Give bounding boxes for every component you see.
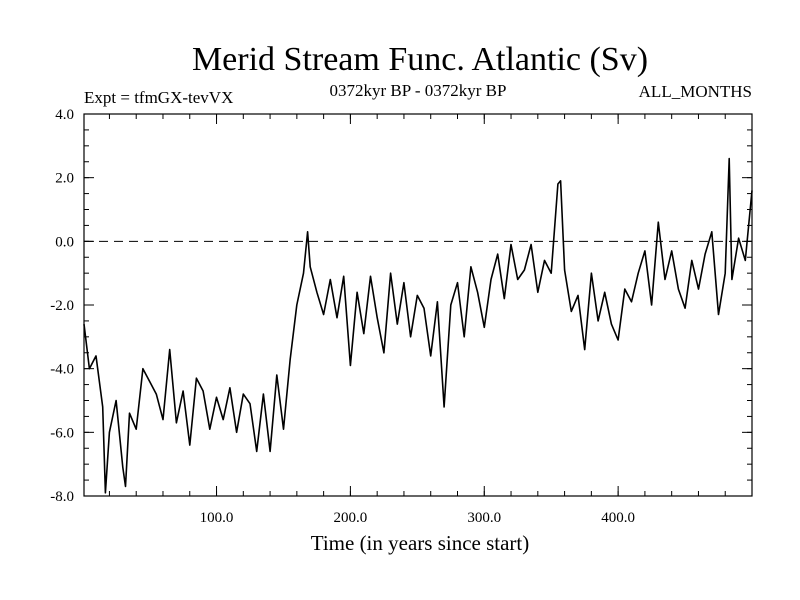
experiment-label: Expt = tfmGX-tevVX: [84, 88, 233, 107]
x-tick-label: 400.0: [601, 510, 635, 526]
y-tick-label: 2.0: [55, 171, 74, 187]
y-tick-label: -4.0: [50, 362, 74, 378]
x-axis-label: Time (in years since start): [311, 531, 530, 555]
y-tick-label: 4.0: [55, 107, 74, 123]
y-tick-label: 0.0: [55, 234, 74, 250]
period-label: 0372kyr BP - 0372kyr BP: [330, 81, 507, 100]
x-axis-ticks: 100.0 200.0 300.0 400.0: [200, 114, 635, 526]
months-label: ALL_MONTHS: [639, 82, 752, 101]
x-tick-label: 300.0: [467, 510, 501, 526]
x-tick-label: 100.0: [200, 510, 234, 526]
chart-title: Merid Stream Func. Atlantic (Sv): [192, 41, 648, 78]
y-axis-ticks: -8.0 -6.0 -4.0 -2.0 0.0 2.0 4.0: [50, 107, 752, 505]
x-tick-label: 200.0: [334, 510, 368, 526]
y-tick-label: -2.0: [50, 298, 74, 314]
y-tick-label: -8.0: [50, 489, 74, 505]
series-line: [83, 157, 753, 494]
y-tick-label: -6.0: [50, 425, 74, 441]
